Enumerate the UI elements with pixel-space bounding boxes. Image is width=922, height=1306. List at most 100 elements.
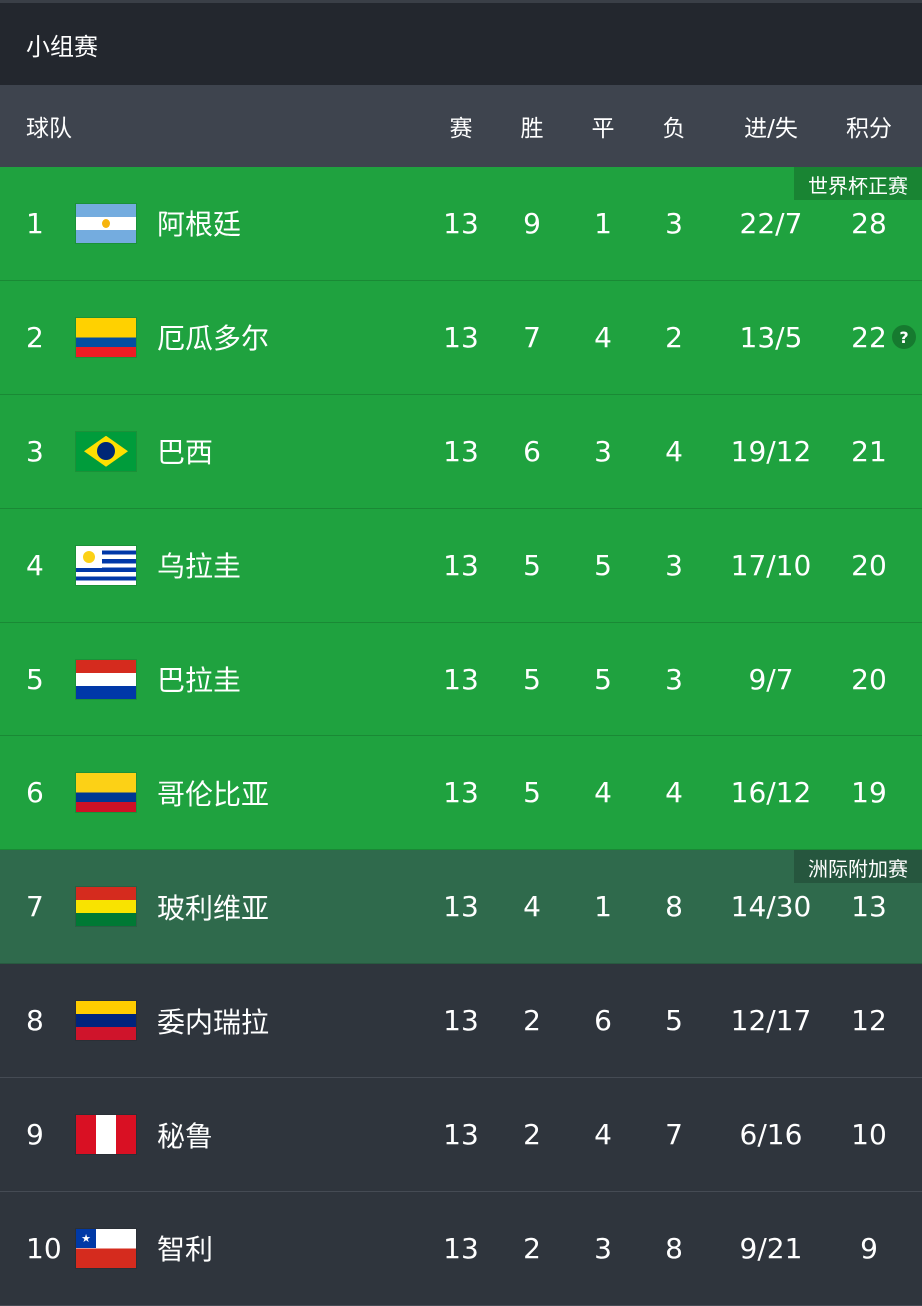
won: 5	[523, 548, 541, 582]
lost: 4	[665, 776, 683, 810]
table-row[interactable]: 10 ★ 智利 13 2 3 8 9/21 9	[0, 1192, 922, 1306]
draw: 4	[594, 320, 612, 354]
rank: 1	[26, 206, 44, 240]
played: 13	[443, 776, 479, 810]
standings-table: 1 阿根廷 13 9 1 3 22/7 28 世界杯正赛 2 厄瓜多尔 13 7…	[0, 167, 922, 1306]
won: 2	[523, 1004, 541, 1038]
draw: 5	[594, 548, 612, 582]
lost: 5	[665, 1004, 683, 1038]
rank: 9	[26, 1118, 44, 1152]
uruguay-flag	[76, 545, 136, 585]
lost: 7	[665, 1118, 683, 1152]
zone-badge-playoff: 洲际附加赛	[794, 850, 922, 884]
won: 5	[523, 776, 541, 810]
rank: 8	[26, 1004, 44, 1038]
points: 22	[851, 320, 887, 354]
rank: 6	[26, 776, 44, 810]
played: 13	[443, 206, 479, 240]
zone-badge-qualify: 世界杯正赛	[794, 167, 922, 200]
col-draw: 平	[591, 116, 615, 142]
peru-flag	[76, 1115, 136, 1155]
draw: 1	[594, 206, 612, 240]
goals: 13/5	[739, 320, 803, 354]
points: 10	[851, 1118, 887, 1152]
team-name[interactable]: 秘鲁	[157, 1119, 214, 1153]
played: 13	[443, 320, 479, 354]
team-name[interactable]: 乌拉圭	[157, 550, 242, 584]
draw: 1	[594, 890, 612, 924]
points: 20	[851, 662, 887, 696]
team-name[interactable]: 玻利维亚	[157, 891, 270, 925]
rank: 5	[26, 662, 44, 696]
points: 13	[851, 890, 887, 924]
lost: 3	[665, 206, 683, 240]
col-team: 球队	[26, 116, 72, 142]
points: 21	[851, 434, 887, 468]
table-row[interactable]: 2 厄瓜多尔 13 7 4 2 13/5 22 ?	[0, 280, 922, 395]
draw: 3	[594, 1231, 612, 1265]
goals: 16/12	[730, 776, 812, 810]
table-row[interactable]: 3 巴西 13 6 3 4 19/12 21	[0, 394, 922, 509]
lost: 2	[665, 320, 683, 354]
won: 4	[523, 890, 541, 924]
played: 13	[443, 1004, 479, 1038]
table-row[interactable]: 7 玻利维亚 13 4 1 8 14/30 13 洲际附加赛	[0, 850, 922, 965]
played: 13	[443, 548, 479, 582]
draw: 4	[594, 1118, 612, 1152]
lost: 8	[665, 1231, 683, 1265]
points: 19	[851, 776, 887, 810]
goals: 14/30	[730, 890, 812, 924]
team-name[interactable]: 委内瑞拉	[157, 1005, 270, 1039]
team-name[interactable]: 巴西	[157, 436, 214, 470]
help-icon[interactable]: ?	[892, 325, 916, 350]
colombia-flag	[76, 773, 136, 813]
points: 9	[860, 1231, 878, 1265]
rank: 3	[26, 434, 44, 468]
rank: 4	[26, 548, 44, 582]
table-header: 球队 赛 胜 平 负 进/失 积分	[0, 85, 922, 167]
lost: 3	[665, 662, 683, 696]
won: 6	[523, 434, 541, 468]
table-row[interactable]: 4 乌拉圭 13 5 5 3 17/10 20	[0, 508, 922, 623]
points: 20	[851, 548, 887, 582]
bolivia-flag	[76, 887, 136, 927]
goals: 12/17	[730, 1004, 812, 1038]
won: 9	[523, 206, 541, 240]
brazil-flag	[76, 431, 136, 471]
played: 13	[443, 1231, 479, 1265]
goals: 9/7	[748, 662, 794, 696]
rank: 7	[26, 890, 44, 924]
col-won: 胜	[520, 116, 544, 142]
points: 28	[851, 206, 887, 240]
played: 13	[443, 662, 479, 696]
goals: 17/10	[730, 548, 812, 582]
table-row[interactable]: 8 委内瑞拉 13 2 6 5 12/17 12	[0, 964, 922, 1079]
team-name[interactable]: 厄瓜多尔	[157, 322, 270, 356]
table-row[interactable]: 5 巴拉圭 13 5 5 3 9/7 20	[0, 622, 922, 737]
paraguay-flag	[76, 659, 136, 699]
team-name[interactable]: 巴拉圭	[157, 664, 242, 697]
won: 7	[523, 320, 541, 354]
rank: 10	[26, 1231, 62, 1265]
chile-flag: ★	[76, 1228, 136, 1268]
rank: 2	[26, 320, 44, 354]
points: 12	[851, 1004, 887, 1038]
col-goals: 进/失	[744, 116, 798, 142]
ecuador-flag	[76, 317, 136, 357]
table-row[interactable]: 6 哥伦比亚 13 5 4 4 16/12 19	[0, 736, 922, 851]
table-row[interactable]: 1 阿根廷 13 9 1 3 22/7 28 世界杯正赛	[0, 167, 922, 281]
team-name[interactable]: 阿根廷	[157, 208, 242, 242]
lost: 8	[665, 890, 683, 924]
team-name[interactable]: 智利	[157, 1233, 214, 1267]
team-name[interactable]: 哥伦比亚	[157, 777, 270, 811]
draw: 6	[594, 1004, 612, 1038]
draw: 3	[594, 434, 612, 468]
played: 13	[443, 434, 479, 468]
lost: 3	[665, 548, 683, 582]
draw: 4	[594, 776, 612, 810]
played: 13	[443, 890, 479, 924]
goals: 22/7	[739, 206, 803, 240]
table-row[interactable]: 9 秘鲁 13 2 4 7 6/16 10	[0, 1078, 922, 1193]
col-played: 赛	[449, 116, 473, 142]
played: 13	[443, 1118, 479, 1152]
